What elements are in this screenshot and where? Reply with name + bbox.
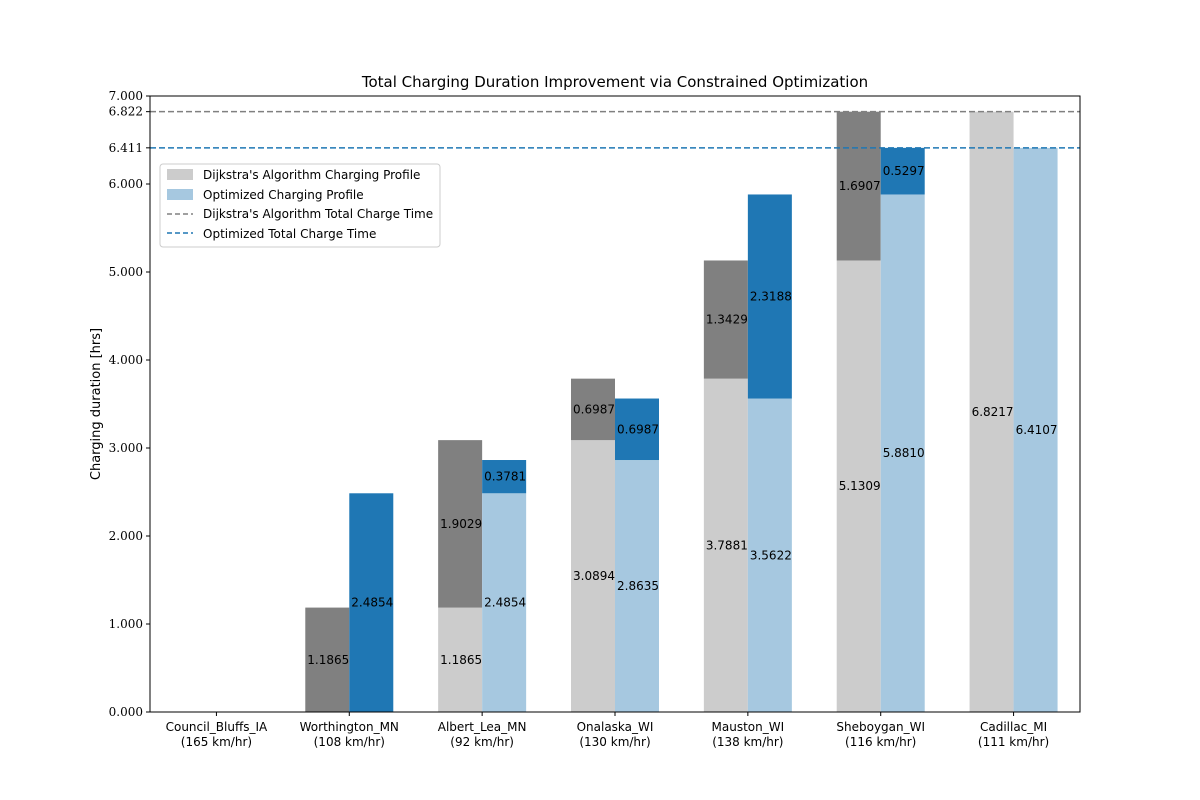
y-axis-label: Charging duration [hrs] — [89, 328, 104, 480]
x-tick-speed-1: (108 km/hr) — [314, 735, 385, 749]
y-tick-label-5: 5.000 — [109, 265, 143, 279]
x-tick-label-6: Cadillac_MI — [980, 720, 1047, 734]
legend-label-optimized-total: Optimized Total Charge Time — [203, 227, 376, 241]
x-tick-speed-4: (138 km/hr) — [712, 735, 783, 749]
label-dijkstra-increment-4: 1.3429 — [706, 313, 748, 327]
label-dijkstra-increment-2: 1.9029 — [440, 517, 482, 531]
bar-dijkstra-base-6 — [969, 111, 1014, 712]
y-tick-label-8: 6.822 — [109, 105, 143, 119]
label-optimized-increment-3: 0.6987 — [617, 422, 659, 436]
legend: Dijkstra's Algorithm Charging Profile Op… — [159, 163, 441, 248]
label-optimized-base-5: 5.8810 — [883, 446, 925, 460]
label-optimized-increment-4: 2.3188 — [750, 289, 792, 303]
bar-dijkstra-increment-3 — [571, 378, 615, 441]
label-dijkstra-base-4: 3.7881 — [706, 538, 748, 552]
x-tick-label-4: Mauston_WI — [712, 720, 785, 734]
label-optimized-base-6: 6.4107 — [1016, 423, 1058, 437]
x-tick-label-2: Albert_Lea_MN — [438, 720, 527, 734]
y-tick-label-4: 4.000 — [109, 353, 143, 367]
y-tick-label-1: 1.000 — [109, 617, 143, 631]
bar-optimized-increment-5 — [880, 147, 925, 195]
label-dijkstra-increment-5: 1.6907 — [839, 179, 881, 193]
bar-optimized-increment-4 — [747, 194, 792, 399]
bar-dijkstra-increment-5 — [836, 111, 881, 261]
legend-label-dijkstra-total: Dijkstra's Algorithm Total Charge Time — [203, 207, 433, 221]
bar-optimized-base-2 — [482, 493, 527, 712]
reference-lines-layer — [150, 110, 1080, 149]
x-tick-label-5: Sheboygan_WI — [836, 720, 925, 734]
bar-dijkstra-base-4 — [703, 378, 748, 712]
x-tick-speed-0: (165 km/hr) — [181, 735, 252, 749]
bar-optimized-increment-1 — [349, 493, 394, 712]
label-dijkstra-base-2: 1.1865 — [440, 653, 482, 667]
x-tick-label-0: Council_Bluffs_IA — [166, 720, 268, 734]
bar-dijkstra-base-5 — [836, 260, 881, 712]
label-dijkstra-increment-3: 0.6987 — [573, 402, 615, 416]
bar-dijkstra-increment-1 — [305, 607, 350, 712]
bar-dijkstra-increment-2 — [438, 440, 483, 608]
chart-title: Total Charging Duration Improvement via … — [361, 73, 868, 91]
x-tick-label-3: Onalaska_WI — [577, 720, 654, 734]
x-tick-speed-6: (111 km/hr) — [978, 735, 1049, 749]
bar-optimized-base-4 — [747, 398, 792, 712]
x-tick-label-1: Worthington_MN — [300, 720, 399, 734]
label-optimized-base-3: 2.8635 — [617, 579, 659, 593]
label-optimized-increment-2: 0.3781 — [484, 470, 526, 484]
value-labels-layer: 1.1865 2.4854 1.1865 1.9029 2.4854 0.3781 3.08… — [307, 164, 1057, 667]
bar-dijkstra-increment-4 — [703, 260, 748, 379]
label-optimized-increment-5: 0.5297 — [883, 164, 925, 178]
bar-optimized-increment-2 — [482, 460, 527, 494]
bar-optimized-base-5 — [880, 194, 925, 713]
label-optimized-base-4: 3.5622 — [750, 548, 792, 562]
label-dijkstra-base-5: 5.1309 — [839, 479, 881, 493]
x-tick-speed-5: (116 km/hr) — [845, 735, 916, 749]
bar-optimized-increment-3 — [615, 398, 659, 461]
y-tick-label-7: 6.411 — [109, 141, 143, 155]
bar-optimized-base-6 — [1013, 147, 1058, 712]
legend-swatch-dijkstra-profile — [167, 169, 193, 180]
label-dijkstra-increment-1: 1.1865 — [307, 653, 349, 667]
label-optimized-base-2: 2.4854 — [484, 596, 526, 610]
label-optimized-increment-1: 2.4854 — [351, 596, 393, 610]
y-tick-label-0: 0.000 — [109, 705, 143, 719]
legend-label-optimized-profile: Optimized Charging Profile — [203, 188, 364, 202]
label-dijkstra-base-6: 6.8217 — [972, 405, 1014, 419]
bar-dijkstra-base-3 — [571, 440, 615, 712]
legend-box — [159, 163, 441, 248]
legend-swatch-optimized-profile — [167, 189, 193, 200]
legend-label-dijkstra-profile: Dijkstra's Algorithm Charging Profile — [203, 168, 420, 182]
y-tick-label-6: 6.000 — [109, 177, 143, 191]
y-axis: 0.000 1.000 2.000 3.000 4.000 5.000 6.000 6.411… — [109, 89, 150, 719]
bar-optimized-base-3 — [615, 460, 659, 712]
y-tick-label-2: 2.000 — [109, 529, 143, 543]
x-tick-speed-3: (130 km/hr) — [579, 735, 650, 749]
label-dijkstra-base-3: 3.0894 — [573, 569, 615, 583]
x-tick-speed-2: (92 km/hr) — [450, 735, 514, 749]
bar-dijkstra-base-2 — [438, 607, 483, 712]
bars-layer — [305, 111, 1058, 713]
y-tick-label-3: 3.000 — [109, 441, 143, 455]
x-axis: Council_Bluffs_IA(165 km/hr) Worthington_… — [166, 712, 1049, 749]
y-tick-label-9: 7.000 — [109, 89, 143, 103]
